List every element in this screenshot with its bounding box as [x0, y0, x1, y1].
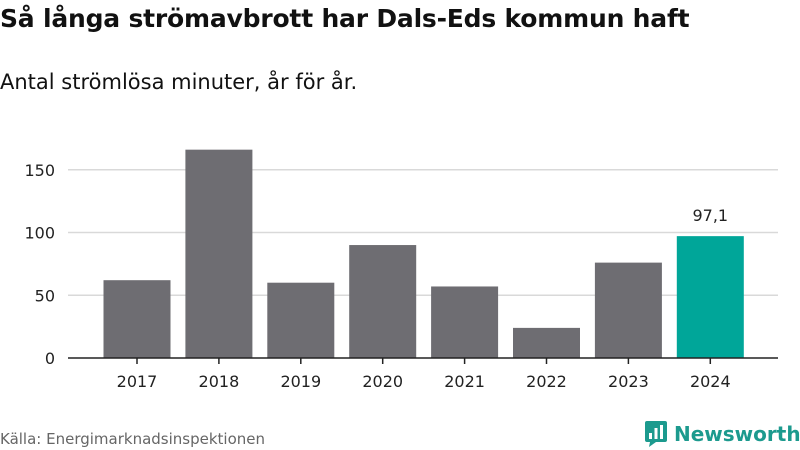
source-note: Källa: Energimarknadsinspektionen	[0, 430, 266, 448]
x-tick-label: 2018	[199, 372, 240, 391]
chart-title: Så långa strömavbrott har Dals-Eds kommu…	[0, 4, 690, 33]
bar-2018	[185, 149, 253, 358]
bar-2023	[594, 262, 662, 358]
brand-name: Newsworthy	[674, 422, 800, 446]
x-tick-label: 2023	[608, 372, 649, 391]
data-label: 97,1	[692, 206, 728, 225]
brand-logo: Newsworthy	[644, 420, 800, 448]
bar-2020	[349, 245, 417, 358]
bar-2024	[676, 236, 744, 358]
x-tick-label: 2021	[444, 372, 485, 391]
chart-subtitle: Antal strömlösa minuter, år för år.	[0, 70, 358, 94]
y-tick-label: 100	[24, 224, 55, 243]
x-tick-label: 2022	[526, 372, 567, 391]
x-tick-label: 2019	[280, 372, 321, 391]
y-tick-label: 50	[35, 286, 55, 305]
x-tick-label: 2017	[117, 372, 158, 391]
x-tick-label: 2024	[690, 372, 731, 391]
newsworthy-logo-icon	[645, 421, 667, 447]
x-tick-label: 2020	[362, 372, 403, 391]
bar-2019	[267, 282, 335, 358]
y-tick-label: 0	[45, 349, 55, 368]
y-tick-label: 150	[24, 161, 55, 180]
bar-2017	[103, 280, 171, 358]
bar-2022	[513, 327, 580, 358]
bar-2021	[431, 286, 499, 358]
